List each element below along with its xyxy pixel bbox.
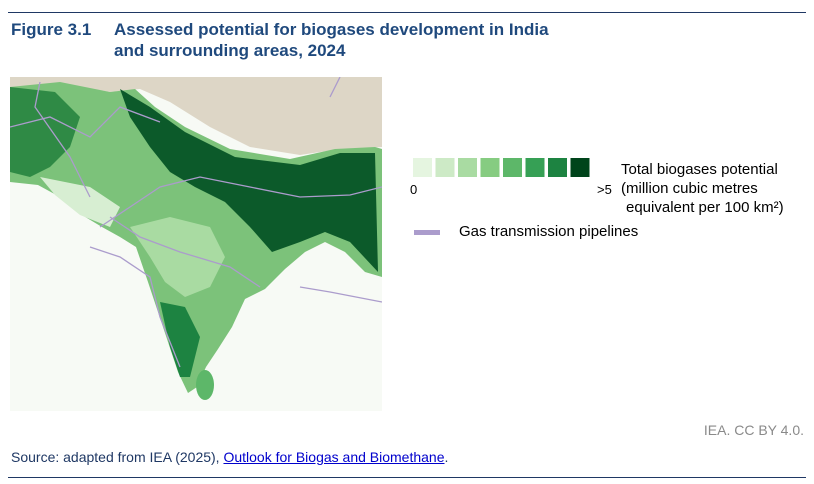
legend-title-line: Total biogases potential xyxy=(621,161,778,178)
region-northwest xyxy=(10,87,80,177)
source: Source: adapted from IEA (2025), Outlook… xyxy=(11,449,448,465)
scale-swatch xyxy=(570,158,590,177)
pipelines xyxy=(10,77,382,368)
sri-lanka xyxy=(196,370,214,400)
top-rule xyxy=(8,12,806,13)
scale-swatch xyxy=(458,158,477,177)
bottom-rule xyxy=(8,477,806,478)
source-suffix: . xyxy=(444,449,449,465)
pipeline xyxy=(89,246,181,368)
map xyxy=(10,77,382,411)
figure-label: Figure 3.1 xyxy=(11,20,92,39)
figure-title: Assessed potential for biogases developm… xyxy=(114,19,549,61)
pipeline-swatch xyxy=(414,230,440,235)
pipeline xyxy=(34,81,91,198)
scale-swatch xyxy=(548,158,567,177)
region-desert xyxy=(40,177,120,227)
source-link[interactable]: Outlook for Biogas and Biomethane xyxy=(223,449,445,465)
land-north xyxy=(10,77,382,155)
legend-title: Total biogases potential (million cubic … xyxy=(621,160,784,217)
source-prefix: Source: adapted from IEA (2025), xyxy=(11,449,224,465)
plain-dense xyxy=(120,89,378,272)
pipeline xyxy=(99,176,382,228)
color-scale xyxy=(413,158,590,177)
scale-swatch xyxy=(525,158,545,177)
title-line: Assessed potential for biogases developm… xyxy=(114,20,549,39)
region-south xyxy=(160,302,200,377)
scale-min-label: 0 xyxy=(410,182,418,197)
legend-title-line: (million cubic metres xyxy=(621,180,758,197)
pipeline xyxy=(329,77,341,98)
scale-swatch xyxy=(480,158,500,177)
credit: IEA. CC BY 4.0. xyxy=(703,422,804,438)
scale-swatch xyxy=(413,158,432,177)
pipeline-label: Gas transmission pipelines xyxy=(459,223,639,240)
region-plateau xyxy=(130,217,225,297)
scale-swatch xyxy=(435,158,455,177)
scale-max-label: >5 xyxy=(597,182,612,197)
pipeline xyxy=(299,286,382,303)
pipeline xyxy=(109,216,261,288)
legend-title-line: equivalent per 100 km²) xyxy=(626,199,784,216)
pipeline xyxy=(10,106,161,138)
scale-swatch xyxy=(503,158,522,177)
title-line: and surrounding areas, 2024 xyxy=(114,41,346,60)
